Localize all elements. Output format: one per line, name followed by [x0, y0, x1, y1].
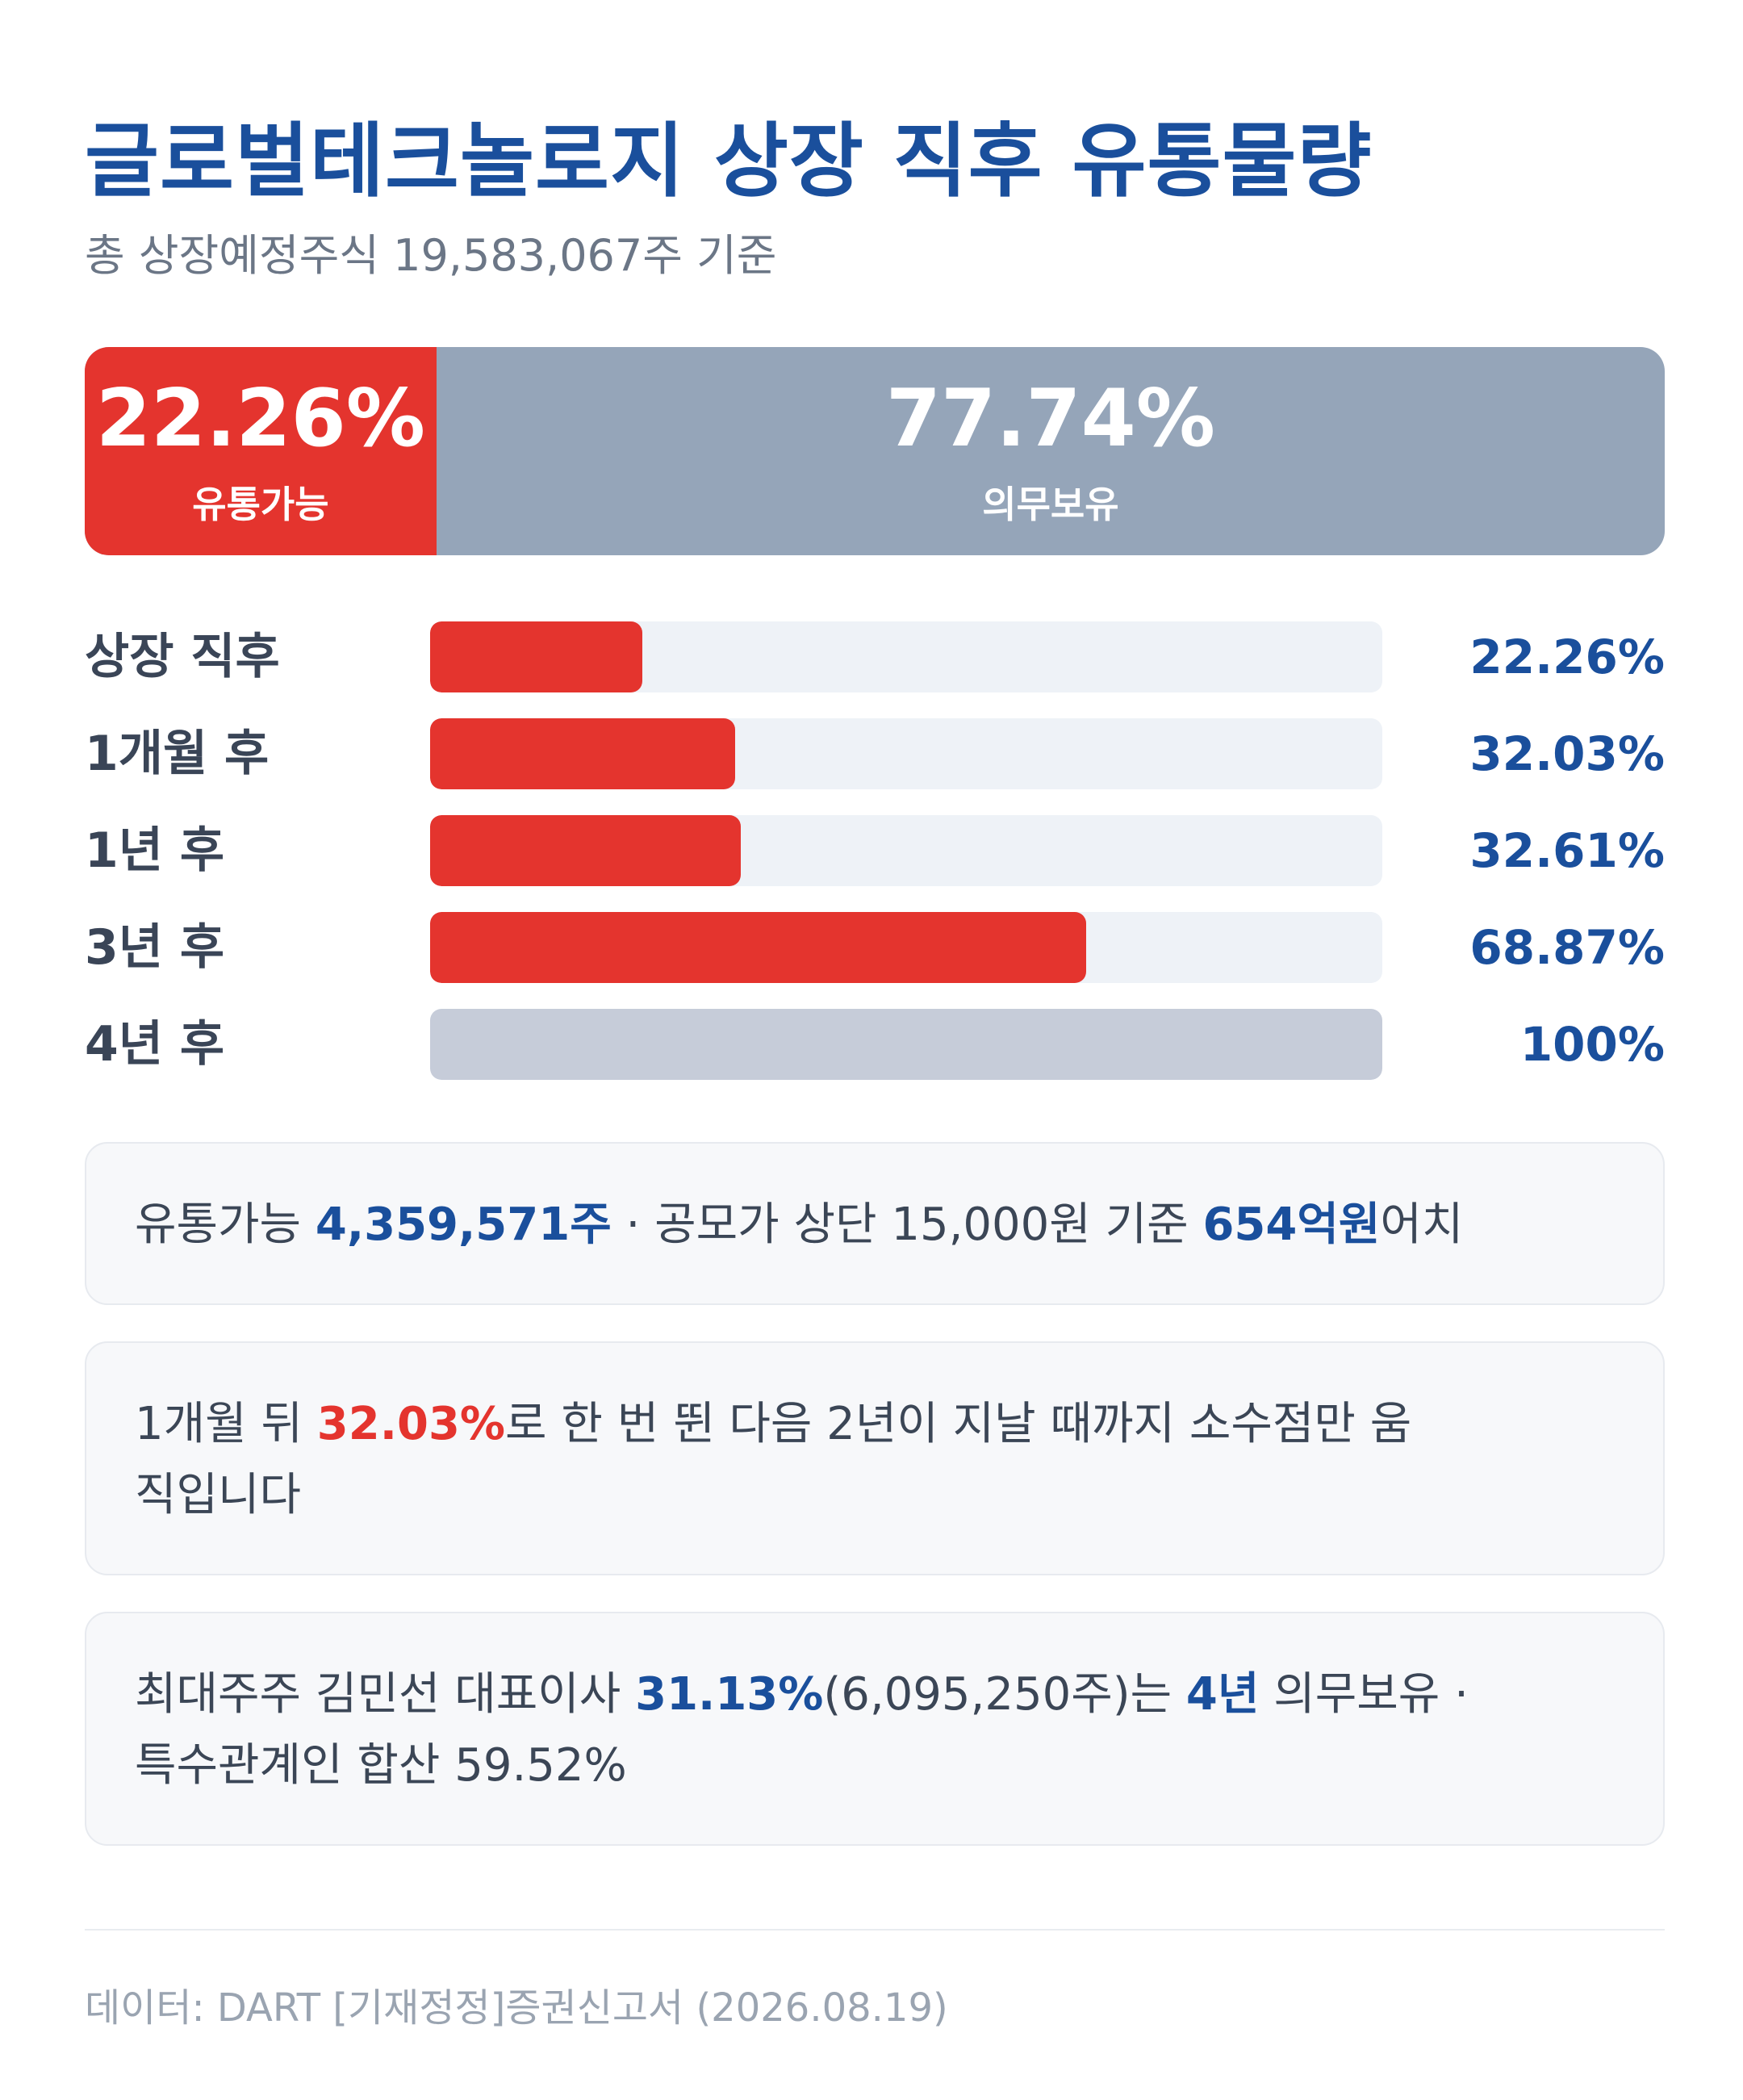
bar-track	[430, 1009, 1382, 1080]
highlight-text: 4년	[1185, 1668, 1260, 1721]
bar-category-label: 3년 후	[85, 919, 225, 976]
bar-row: 3년 후 68.87%	[85, 912, 1665, 983]
page-subtitle: 총 상장예정주식 19,583,067주 기준	[85, 230, 777, 281]
bar-row: 4년 후 100%	[85, 1009, 1665, 1080]
split-locked-percent: 77.74%	[885, 373, 1216, 465]
bar-value-label: 32.61%	[1469, 823, 1665, 878]
page-title: 글로벌테크놀로지 상장 직후 유통물량	[85, 114, 1373, 208]
card-text: 로 한 번 뛴 다음 2년이 지날 때까지 소수점만 움	[505, 1398, 1412, 1450]
card-text: 의무보유 ·	[1259, 1668, 1469, 1721]
bar-value-label: 68.87%	[1469, 920, 1665, 975]
card-text: 특수관계인 합산 59.52%	[135, 1739, 627, 1792]
split-float-label: 유통가능	[192, 483, 329, 526]
highlight-text: 654억원	[1202, 1199, 1381, 1251]
bar-row: 1년 후 32.61%	[85, 815, 1665, 886]
bar-fill	[430, 912, 1086, 983]
highlight-text: 4,359,571주	[315, 1199, 612, 1251]
card-text: 직입니다	[135, 1469, 302, 1521]
bar-track	[430, 815, 1382, 886]
bar-track	[430, 912, 1382, 983]
bar-value-label: 22.26%	[1469, 630, 1665, 684]
float-lock-split-bar: 22.26% 유통가능 77.74% 의무보유	[85, 347, 1665, 555]
bar-category-label: 1년 후	[85, 822, 225, 879]
card-text: 최대주주 김민선 대표이사	[135, 1668, 636, 1721]
bar-row: 상장 직후 22.26%	[85, 621, 1665, 692]
bar-value-label: 100%	[1519, 1017, 1665, 1072]
source-note: 데이터: DART [기재정정]증권신고서 (2026.08.19)	[85, 1985, 948, 2031]
footer-divider	[85, 1929, 1665, 1931]
bar-fill	[430, 1009, 1382, 1080]
bar-category-label: 상장 직후	[85, 629, 280, 685]
info-card-major-shareholder: 최대주주 김민선 대표이사 31.13%(6,095,250주)는 4년 의무보…	[85, 1612, 1665, 1846]
split-float-percent: 22.26%	[95, 373, 426, 465]
card-text: 1개월 뒤	[135, 1398, 317, 1450]
bar-category-label: 4년 후	[85, 1016, 225, 1073]
split-locked-label: 의무보유	[982, 483, 1119, 526]
bar-track	[430, 621, 1382, 692]
highlight-text: 32.03%	[316, 1398, 506, 1450]
card-text: · 공모가 상단 15,000원 기준	[611, 1199, 1203, 1251]
bar-row: 1개월 후 32.03%	[85, 718, 1665, 789]
bar-category-label: 1개월 후	[85, 726, 270, 782]
bar-fill	[430, 621, 642, 692]
bar-fill	[430, 718, 735, 789]
highlight-text: 31.13%	[635, 1668, 824, 1721]
bar-track	[430, 718, 1382, 789]
card-text: 어치	[1380, 1199, 1464, 1251]
info-card-float-value: 유통가능 4,359,571주 · 공모가 상단 15,000원 기준 654억…	[85, 1142, 1665, 1305]
bar-value-label: 32.03%	[1469, 726, 1665, 781]
card-text: (6,095,250주)는	[823, 1668, 1186, 1721]
info-card-trend: 1개월 뒤 32.03%로 한 번 뛴 다음 2년이 지날 때까지 소수점만 움…	[85, 1341, 1665, 1575]
split-float-segment: 22.26% 유통가능	[85, 347, 437, 555]
card-text: 유통가능	[135, 1199, 316, 1251]
bar-fill	[430, 815, 741, 886]
split-locked-segment: 77.74% 의무보유	[437, 347, 1665, 555]
